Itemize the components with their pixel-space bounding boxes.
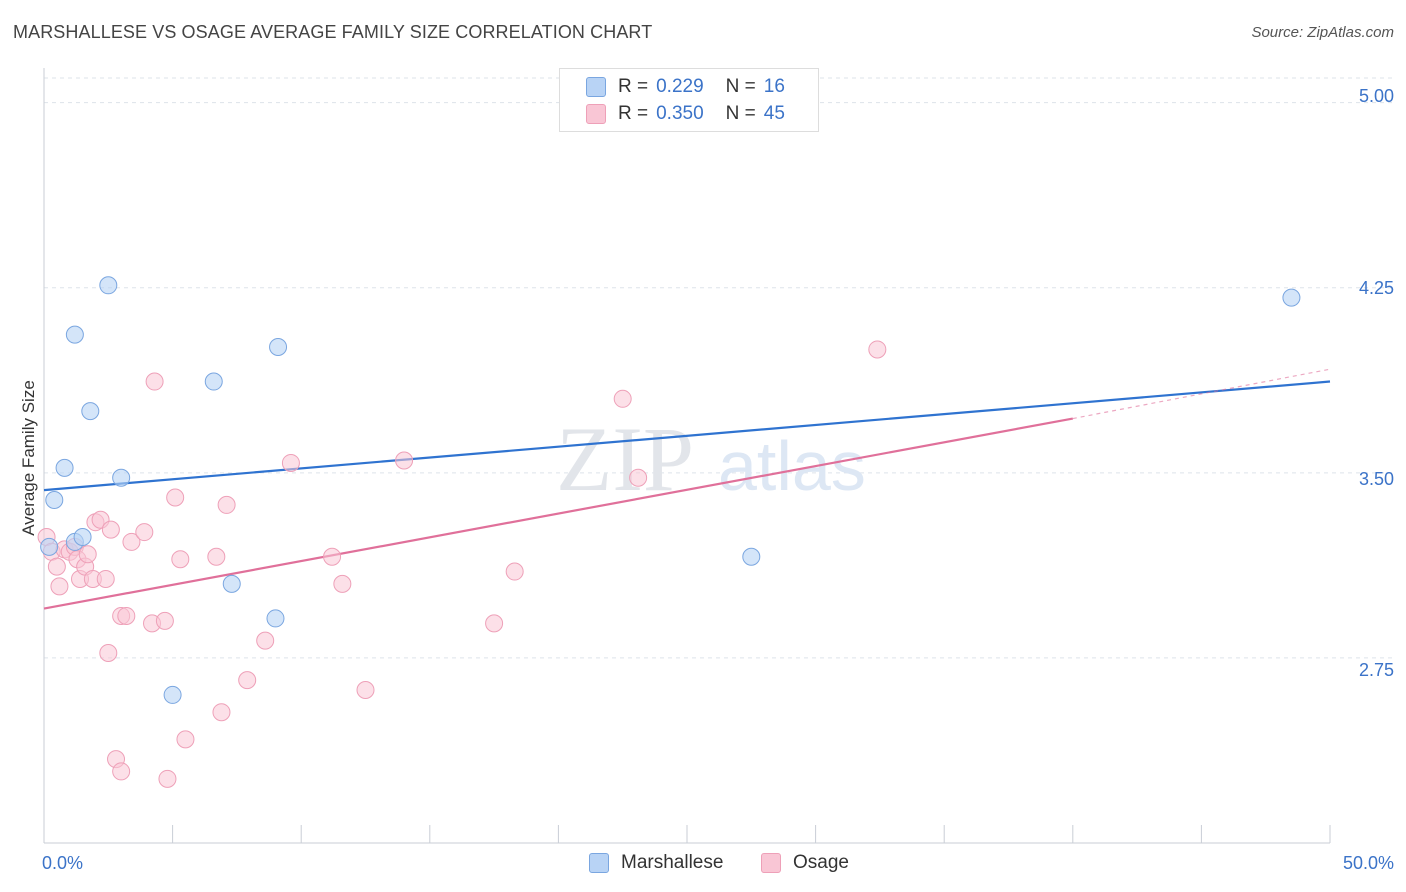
marshallese-point [73,528,92,546]
legend-r-value: 0.229 [656,76,704,97]
y-tick-label-350: 3.50 [1358,469,1394,489]
osage-point [122,532,141,551]
legend-row-osage: R = 0.350 N = 45 [586,102,785,126]
osage-legend-swatch [761,853,781,873]
osage-point [145,372,164,391]
osage-point [613,389,632,408]
marshallese-point [40,537,59,556]
osage-point [629,468,648,487]
legend-r-value: 0.350 [656,103,704,124]
y-tick-label-5: 5.00 [1358,86,1394,106]
y-tick-label-425: 4.25 [1358,278,1394,298]
marshallese-legend-swatch [589,853,609,873]
osage-point [238,671,257,690]
legend-n-value: 45 [763,103,785,124]
osage-point [281,453,300,472]
osage-point [356,681,375,699]
marshallese-point [222,574,241,593]
osage-point [176,730,195,749]
marshallese-point [45,490,64,509]
marshallese-trend-line [43,380,1331,492]
osage-point [212,703,231,722]
osage-trend-extension [1072,368,1331,420]
osage-point [47,557,66,576]
osage-point [505,562,524,581]
legend-n-value: 16 [763,76,785,97]
legend-label-marshallese: Marshallese [621,852,724,873]
x-tick-label-min: 0.0% [42,853,84,873]
correlation-legend: R = 0.229 N = 16 R = 0.350 N = 45 [559,68,819,132]
legend-item-marshallese: Marshallese [589,852,723,874]
watermark-atlas: atlas [718,427,866,505]
data-points [37,276,1301,788]
osage-point [78,545,97,564]
marshallese-point [99,276,118,295]
osage-point [101,520,120,539]
marshallese-point [1282,288,1301,307]
osage-point [256,631,275,650]
osage-point [155,611,174,630]
osage-point [207,547,226,566]
osage-point [395,451,414,470]
legend-item-osage: Osage [761,852,849,874]
watermark: ZIP atlas [556,408,866,510]
osage-point [323,547,342,566]
osage-point [50,577,69,596]
marshallese-point [81,402,100,421]
osage-point [135,523,154,542]
marshallese-swatch [586,77,606,97]
legend-label-osage: Osage [793,852,849,873]
x-tick-label-max: 50.0% [1342,853,1394,873]
legend-n-label: N = [725,103,756,124]
osage-point [96,569,115,588]
y-tick-label-275: 2.75 [1358,660,1394,680]
legend-r-label: R = [618,76,649,97]
chart-title: MARSHALLESE VS OSAGE AVERAGE FAMILY SIZE… [13,22,653,42]
osage-point [171,550,190,569]
trend-lines [43,368,1331,610]
legend-r-label: R = [618,103,649,124]
osage-point [868,340,887,359]
marshallese-point [204,372,223,391]
marshallese-point [163,685,182,704]
osage-point [333,574,352,593]
osage-point [117,606,136,625]
osage-point [166,488,185,507]
source-label: Source: ZipAtlas.com [1251,24,1394,41]
legend-n-label: N = [725,76,756,97]
marshallese-point [269,337,288,356]
marshallese-point [112,468,131,487]
legend-row-marshallese: R = 0.229 N = 16 [586,75,785,99]
osage-point [485,614,504,633]
marshallese-point [742,547,761,566]
osage-point [99,643,118,662]
marshallese-point [65,325,84,344]
marshallese-point [266,609,285,628]
watermark-zip: ZIP [556,408,694,510]
axes [43,68,1331,844]
osage-swatch [586,104,606,124]
osage-point [217,495,236,514]
marshallese-point [55,458,74,477]
osage-point [112,762,131,781]
osage-point [158,769,177,788]
osage-trend-line [43,417,1073,610]
